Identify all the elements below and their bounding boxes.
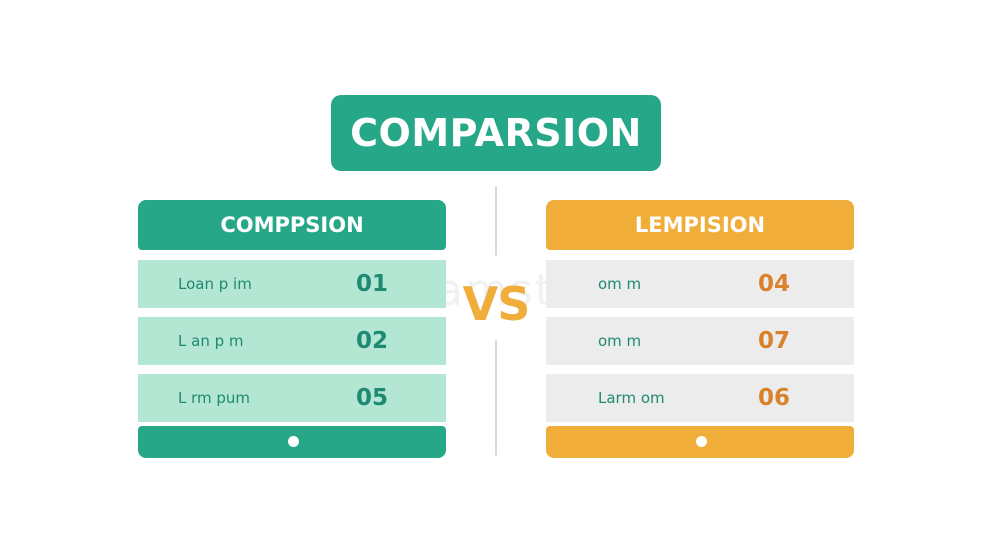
row-value: 06 [758, 385, 791, 411]
page-title: COMPARSION [331, 95, 661, 171]
row-value: 04 [758, 271, 791, 297]
left-row-2: L an p m 02 [138, 317, 446, 365]
right-row-2: om m 07 [546, 317, 854, 365]
left-card-footer [138, 426, 446, 458]
left-comparison-card: COMPPSION Loan p im 01 L an p m 02 L rm … [138, 200, 446, 458]
row-value: 02 [356, 328, 389, 354]
right-row-1: om m 04 [546, 260, 854, 308]
row-value: 07 [758, 328, 791, 354]
row-label: Loan p im [178, 275, 252, 293]
row-label: L rm pum [178, 389, 251, 407]
row-label: L an p m [178, 332, 244, 350]
row-label: om m [598, 332, 642, 350]
left-row-3: L rm pum 05 [138, 374, 446, 422]
row-value: 01 [356, 271, 389, 297]
row-label: om m [598, 275, 642, 293]
right-row-3: Larm om 06 [546, 374, 854, 422]
right-comparison-card: LEMPISION om m 04 om m 07 Larm om 06 [546, 200, 854, 458]
center-divider-top [495, 186, 497, 256]
footer-dot-icon [696, 436, 707, 447]
row-label: Larm om [598, 389, 665, 407]
right-card-header: LEMPISION [546, 200, 854, 250]
left-card-header: COMPPSION [138, 200, 446, 250]
right-card-footer [546, 426, 854, 458]
center-divider-bottom [495, 340, 497, 456]
vs-label: VS [462, 277, 531, 331]
left-row-1: Loan p im 01 [138, 260, 446, 308]
row-value: 05 [356, 385, 389, 411]
footer-dot-icon [288, 436, 299, 447]
